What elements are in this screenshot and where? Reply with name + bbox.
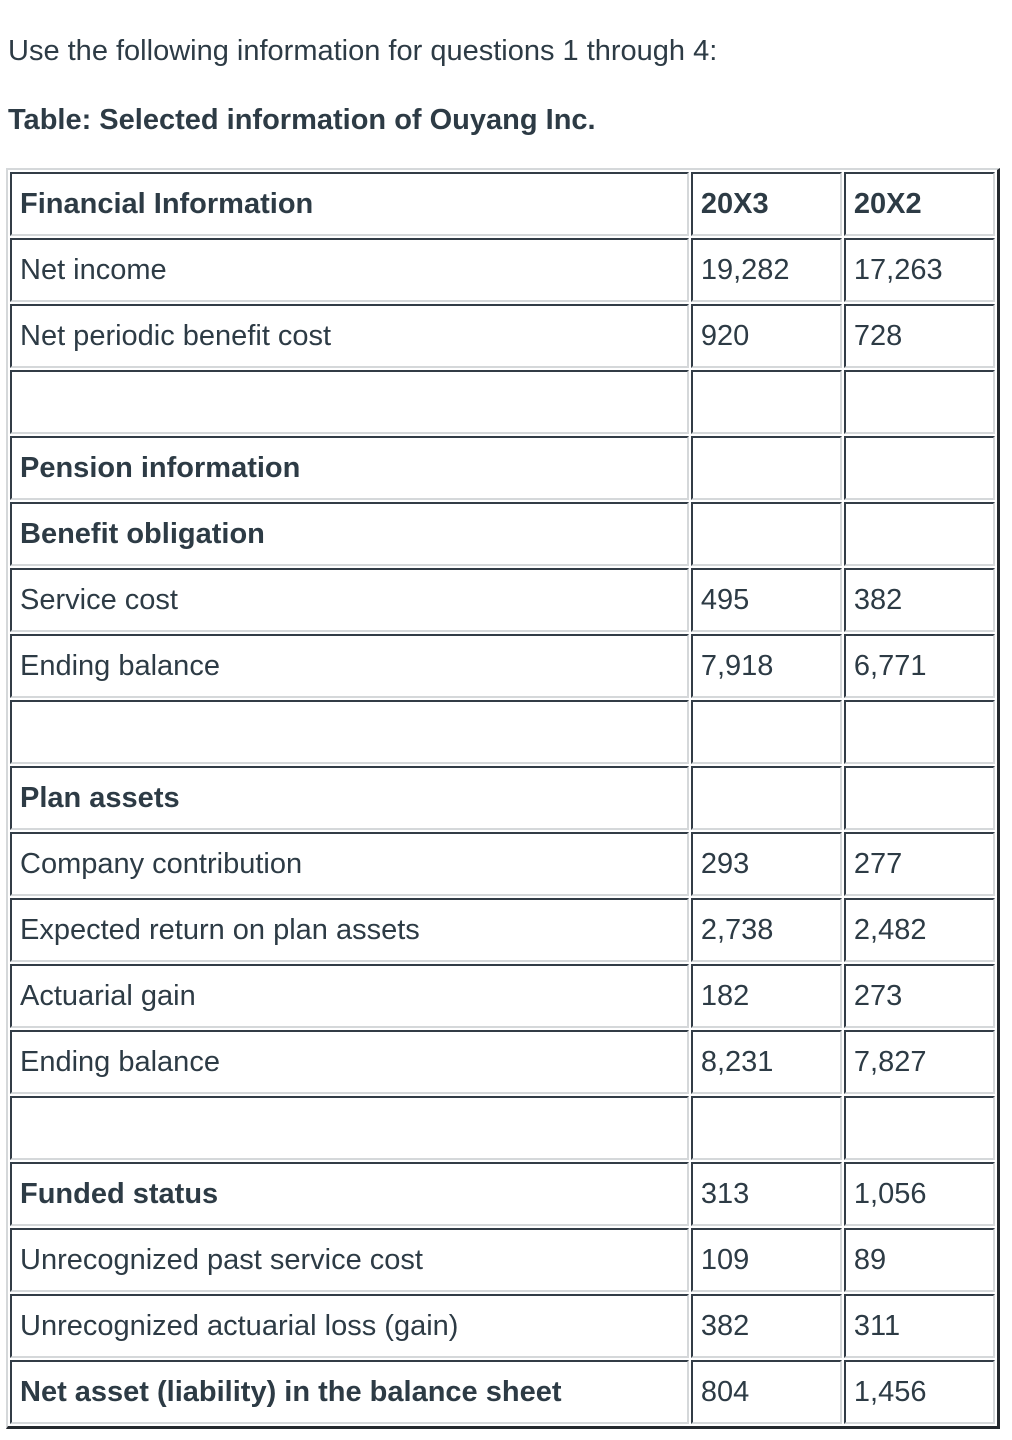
table-section-row: Pension information xyxy=(10,436,995,500)
value-20x3: 293 xyxy=(690,832,842,896)
value-20x2 xyxy=(843,1096,995,1160)
row-label xyxy=(10,700,689,764)
value-20x2 xyxy=(843,502,995,566)
financial-information-table: Financial Information 20X3 20X2 Net inco… xyxy=(6,168,1000,1429)
value-20x2: 273 xyxy=(843,964,995,1028)
table-row-empty xyxy=(10,370,995,434)
value-20x2: 382 xyxy=(843,568,995,632)
row-label: Service cost xyxy=(10,568,689,632)
section-label: Pension information xyxy=(10,436,689,500)
table-row: Unrecognized past service cost 109 89 xyxy=(10,1228,995,1292)
value-20x3 xyxy=(690,370,842,434)
value-20x3 xyxy=(690,766,842,830)
value-20x3: 920 xyxy=(690,304,842,368)
value-20x3: 8,231 xyxy=(690,1030,842,1094)
value-20x2: 6,771 xyxy=(843,634,995,698)
table-row: Funded status 313 1,056 xyxy=(10,1162,995,1226)
column-header-label: Financial Information xyxy=(10,172,689,236)
row-label: Ending balance xyxy=(10,634,689,698)
value-20x3: 804 xyxy=(690,1360,842,1424)
value-20x2 xyxy=(843,436,995,500)
value-20x2: 17,263 xyxy=(843,238,995,302)
table-row: Service cost 495 382 xyxy=(10,568,995,632)
value-20x3: 382 xyxy=(690,1294,842,1358)
table-row-empty xyxy=(10,1096,995,1160)
value-20x3: 109 xyxy=(690,1228,842,1292)
value-20x3 xyxy=(690,436,842,500)
value-20x3: 182 xyxy=(690,964,842,1028)
table-section-row: Benefit obligation xyxy=(10,502,995,566)
table-row-empty xyxy=(10,700,995,764)
value-20x3 xyxy=(690,502,842,566)
section-label: Plan assets xyxy=(10,766,689,830)
table-row: Unrecognized actuarial loss (gain) 382 3… xyxy=(10,1294,995,1358)
value-20x2: 1,056 xyxy=(843,1162,995,1226)
table-row: Expected return on plan assets 2,738 2,4… xyxy=(10,898,995,962)
value-20x2: 728 xyxy=(843,304,995,368)
row-label: Company contribution xyxy=(10,832,689,896)
value-20x2 xyxy=(843,700,995,764)
value-20x3: 313 xyxy=(690,1162,842,1226)
table-section-row: Plan assets xyxy=(10,766,995,830)
value-20x3 xyxy=(690,1096,842,1160)
row-label: Net income xyxy=(10,238,689,302)
value-20x2: 277 xyxy=(843,832,995,896)
table-header-row: Financial Information 20X3 20X2 xyxy=(10,172,995,236)
value-20x3: 495 xyxy=(690,568,842,632)
row-label: Net periodic benefit cost xyxy=(10,304,689,368)
value-20x2: 311 xyxy=(843,1294,995,1358)
row-label xyxy=(10,370,689,434)
value-20x3 xyxy=(690,700,842,764)
intro-text: Use the following information for questi… xyxy=(8,35,718,67)
table-row: Ending balance 8,231 7,827 xyxy=(10,1030,995,1094)
value-20x3: 19,282 xyxy=(690,238,842,302)
section-label: Benefit obligation xyxy=(10,502,689,566)
value-20x2: 1,456 xyxy=(843,1360,995,1424)
table-row: Net asset (liability) in the balance she… xyxy=(10,1360,995,1424)
row-label: Unrecognized actuarial loss (gain) xyxy=(10,1294,689,1358)
row-label: Expected return on plan assets xyxy=(10,898,689,962)
row-label: Ending balance xyxy=(10,1030,689,1094)
value-20x2: 89 xyxy=(843,1228,995,1292)
value-20x2: 7,827 xyxy=(843,1030,995,1094)
table-row: Net periodic benefit cost 920 728 xyxy=(10,304,995,368)
value-20x2: 2,482 xyxy=(843,898,995,962)
table-row: Company contribution 293 277 xyxy=(10,832,995,896)
column-header-20x3: 20X3 xyxy=(690,172,842,236)
column-header-20x2: 20X2 xyxy=(843,172,995,236)
table-row: Actuarial gain 182 273 xyxy=(10,964,995,1028)
row-label: Actuarial gain xyxy=(10,964,689,1028)
table-row: Ending balance 7,918 6,771 xyxy=(10,634,995,698)
row-label: Unrecognized past service cost xyxy=(10,1228,689,1292)
value-20x2 xyxy=(843,766,995,830)
row-label: Net asset (liability) in the balance she… xyxy=(10,1360,689,1424)
value-20x3: 7,918 xyxy=(690,634,842,698)
value-20x3: 2,738 xyxy=(690,898,842,962)
row-label xyxy=(10,1096,689,1160)
table-row: Net income 19,282 17,263 xyxy=(10,238,995,302)
value-20x2 xyxy=(843,370,995,434)
table-caption: Table: Selected information of Ouyang In… xyxy=(8,104,596,136)
row-label: Funded status xyxy=(10,1162,689,1226)
